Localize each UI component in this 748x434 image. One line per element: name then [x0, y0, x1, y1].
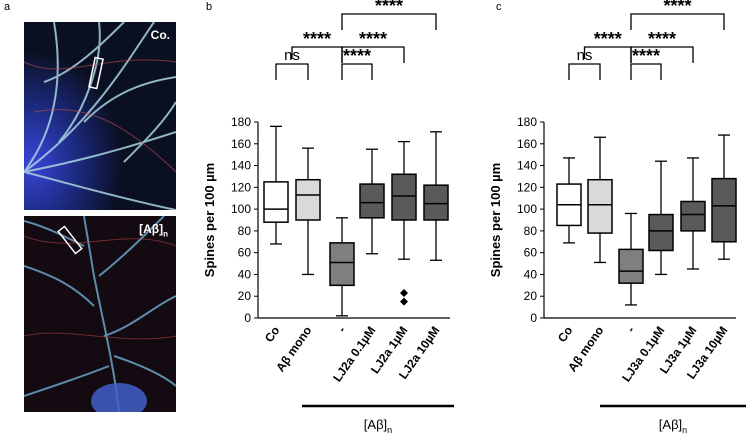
micrograph-control-image	[24, 22, 176, 210]
chart-b-bracket-4-line	[341, 13, 437, 30]
micrograph-abeta-image	[24, 216, 176, 412]
chart-c-xtick-label-3: LJ3a 0.1µM	[619, 324, 667, 385]
chart-b-box-2	[329, 217, 355, 317]
chart-b-ytick-label-5: 100	[231, 202, 251, 216]
chart-c-box-2-iqr	[618, 248, 644, 284]
micrograph-abeta: [Aβ]n	[24, 216, 176, 412]
chart-c-y-axis-label: Spines per 100 µm	[488, 163, 503, 277]
chart-b-box-3	[359, 148, 385, 255]
chart-c-bracket-4: ****	[630, 0, 725, 30]
chart-b-box-5	[423, 131, 449, 261]
chart-c-bracket-3-label: ****	[648, 29, 676, 49]
chart-c-box-5-iqr	[711, 177, 737, 243]
chart-b-box-4-iqr	[391, 173, 417, 221]
micrograph-control-label: Co.	[150, 28, 170, 42]
chart-b-box-5-iqr	[423, 184, 449, 221]
chart-b-bracket-3: ****	[341, 29, 405, 63]
chart-c-bracket-4-label: ****	[663, 0, 691, 16]
chart-c-bracket-3: ****	[630, 29, 694, 63]
chart-b-box-0	[263, 125, 289, 245]
chart-c-bracket-0-line	[568, 63, 601, 80]
chart-b-box-2-iqr	[329, 242, 355, 287]
chart-b-bracket-4-label: ****	[375, 0, 403, 16]
chart-c-bracket-3-line	[630, 46, 694, 63]
micrograph-abeta-label: [Aβ]n	[139, 222, 168, 238]
chart-c-bracket-1: ****	[630, 46, 662, 80]
chart-b-outlier-0-0	[400, 288, 408, 297]
chart-c-box-0	[556, 157, 582, 244]
chart-b-bracket-0-line	[275, 63, 309, 80]
chart-c-box-3	[648, 160, 674, 276]
chart-c-ytick-label-3: 60	[524, 246, 538, 260]
chart-b-ytick-label-0: 0	[244, 311, 251, 325]
chart-c-ytick-label-6: 120	[517, 180, 537, 194]
chart-c-ytick-label-8: 160	[517, 137, 537, 151]
chart-c-bracket-1-label: ****	[632, 46, 660, 66]
chart-c-bracket-1-line	[630, 63, 662, 80]
chart-b-y-axis-label: Spines per 100 µm	[202, 163, 217, 277]
chart-c-xtick-label-0: Co	[555, 324, 576, 345]
chart-b-bracket-1-label: ****	[343, 46, 371, 66]
chart-c-box-2	[618, 212, 644, 306]
chart-c-ytick-label-5: 100	[517, 202, 537, 216]
chart-b-bracket-2-label: ****	[303, 29, 331, 49]
chart-b-group-label: [Aβ]n	[364, 417, 392, 434]
chart-b-ytick-label-7: 140	[231, 159, 251, 173]
chart-c-group-label: [Aβ]n	[659, 417, 687, 434]
chart-b-ytick-label-9: 180	[231, 115, 251, 129]
micrograph-control: Co.	[24, 22, 176, 210]
chart-b-box-1-iqr	[295, 178, 321, 221]
chart-c-bracket-2-label: ****	[594, 29, 622, 49]
chart-b-bracket-4: ****	[341, 0, 437, 30]
chart-b-box-4	[391, 140, 417, 260]
chart-b-box-1	[295, 147, 321, 276]
panel-letter-a: a	[4, 1, 11, 13]
chart-b-bracket-1-line	[341, 63, 373, 80]
panel-letter-b: b	[206, 1, 213, 13]
chart-c-ytick-label-9: 180	[517, 115, 537, 129]
chart-c-box-4	[680, 157, 706, 270]
chart-c-box-1	[587, 136, 613, 264]
chart-b-bracket-1: ****	[341, 46, 373, 80]
chart-c-ytick-label-1: 20	[524, 289, 538, 303]
panel-letter-c: c	[496, 1, 502, 13]
micrograph-abeta-label-main: [Aβ]	[139, 222, 164, 236]
chart-c-ytick-label-2: 40	[524, 267, 538, 281]
chart-b-ytick-label-2: 40	[238, 267, 252, 281]
chart-b-ytick-label-6: 120	[231, 180, 251, 194]
chart-b-outlier-0-1	[400, 297, 408, 306]
micrograph-abeta-label-sub: n	[163, 229, 168, 239]
chart-b-ytick-label-1: 20	[238, 289, 252, 303]
chart-c-box-4-iqr	[680, 200, 706, 232]
chart-c-box-1-iqr	[587, 178, 613, 234]
chart-b-ytick-label-8: 160	[231, 137, 251, 151]
chart-c-ytick-label-7: 140	[517, 159, 537, 173]
chart-b-bracket-3-label: ****	[359, 29, 387, 49]
chart-b-bracket-3-line	[341, 46, 405, 63]
chart-c-xtick-label-2: -	[624, 324, 638, 335]
chart-b-box-0-iqr	[263, 181, 289, 223]
chart-b-box-3-iqr	[359, 183, 385, 219]
chart-c-box-5	[711, 134, 737, 260]
chart-c-bracket-4-line	[630, 13, 725, 30]
chart-c-ytick-label-0: 0	[530, 311, 537, 325]
chart-c-box-3-iqr	[648, 213, 674, 252]
chart-b-ytick-label-4: 80	[238, 224, 252, 238]
chart-c-ytick-label-4: 80	[524, 224, 538, 238]
chart-b-ytick-label-3: 60	[238, 246, 252, 260]
chart-b-xtick-label-2: -	[335, 324, 349, 335]
